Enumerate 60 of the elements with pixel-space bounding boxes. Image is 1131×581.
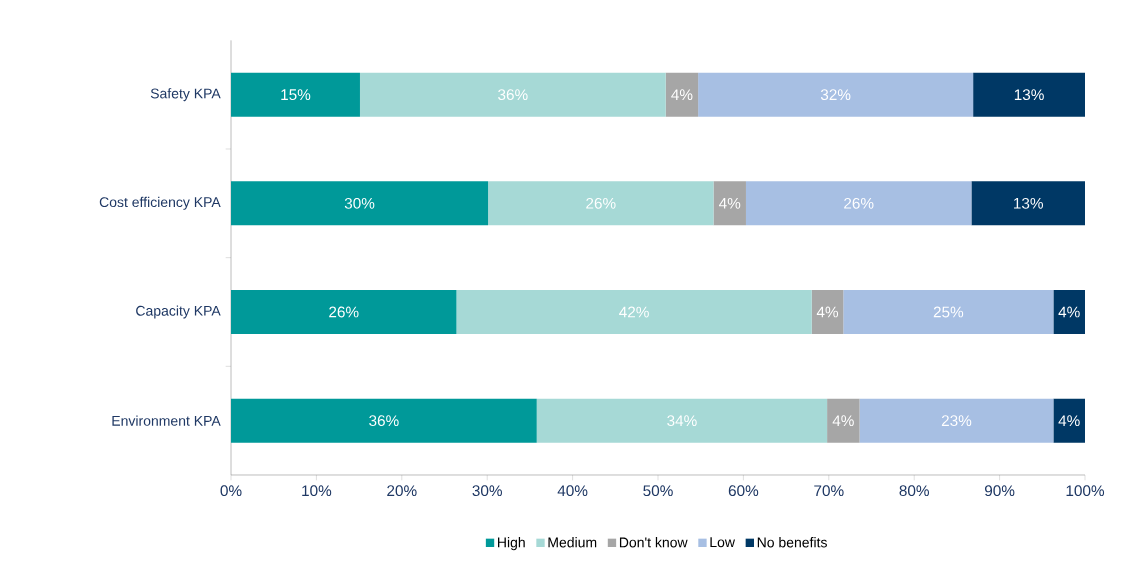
data-label: 4% [1058, 306, 1080, 318]
x-tick-label: 10% [302, 485, 332, 497]
x-tick-label: 100% [1066, 485, 1105, 497]
bar [488, 181, 714, 226]
data-label: 13% [1014, 89, 1044, 101]
bar [973, 72, 1085, 117]
data-label: 30% [344, 197, 375, 209]
legend-label: Don't know [619, 537, 688, 548]
data-label: 26% [586, 197, 616, 209]
x-tick-label: 50% [643, 485, 673, 497]
data-label: 4% [671, 89, 693, 101]
bar [971, 181, 1085, 226]
x-tick-label: 60% [728, 485, 759, 497]
x-tick-label: 20% [387, 485, 417, 497]
data-label: 36% [369, 415, 399, 427]
y-tick-label: Cost efficiency KPA [99, 196, 221, 210]
bar [359, 72, 666, 117]
x-tick-label: 70% [814, 485, 844, 497]
bar [456, 289, 812, 334]
data-label: 42% [619, 306, 649, 318]
data-label: 36% [498, 89, 528, 101]
x-tick-label: 40% [557, 485, 588, 497]
bar [231, 289, 457, 334]
bar [231, 181, 489, 226]
legend-label: Medium [548, 537, 597, 548]
data-label: 32% [820, 89, 851, 101]
bar [859, 398, 1054, 443]
bar [231, 72, 360, 117]
data-label: 23% [941, 415, 972, 427]
legend-label: High [498, 537, 525, 551]
data-label: 25% [933, 306, 964, 318]
data-label: 4% [1058, 415, 1080, 427]
bar [843, 289, 1054, 334]
x-tick-label: 0% [220, 485, 242, 497]
bar [713, 181, 746, 226]
data-label: 26% [329, 306, 359, 318]
bar [231, 398, 537, 443]
bar [1053, 289, 1085, 334]
data-label: 4% [719, 197, 741, 209]
bar [827, 398, 860, 443]
data-label: 4% [816, 306, 839, 318]
data-label: 13% [1014, 197, 1044, 209]
y-tick-label: Capacity KPA [136, 305, 221, 319]
legend-label: Low [710, 537, 736, 548]
legend-label: No benefits [757, 537, 827, 548]
bar [811, 289, 844, 334]
data-label: 26% [844, 197, 874, 209]
data-label: 34% [667, 415, 697, 427]
y-tick-label: Environment KPA [112, 415, 221, 426]
data-label: 15% [281, 89, 311, 101]
bar [698, 72, 974, 117]
bar [665, 72, 699, 117]
x-tick-label: 80% [899, 485, 929, 497]
bar [536, 398, 828, 443]
bar [745, 181, 972, 226]
y-tick-label: Safety KPA [150, 88, 221, 102]
x-tick-label: 30% [472, 485, 502, 497]
bar [1053, 398, 1085, 443]
x-tick-label: 90% [984, 485, 1015, 497]
data-label: 4% [832, 415, 854, 427]
